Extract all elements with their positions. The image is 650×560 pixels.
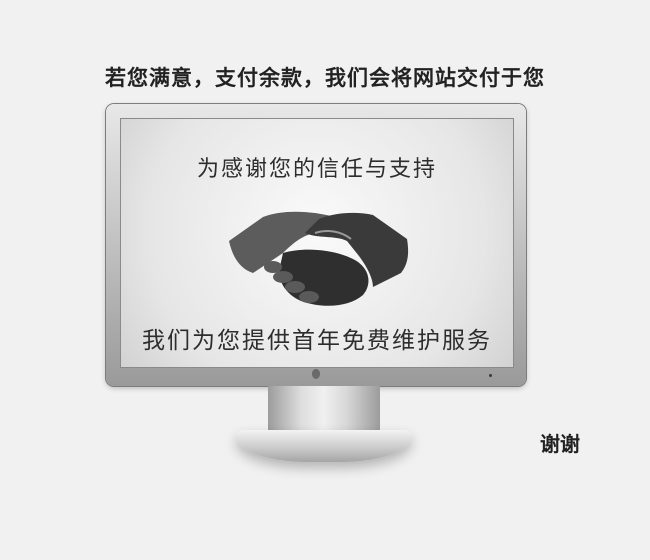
screen-title: 为感谢您的信任与支持	[196, 157, 437, 182]
monitor-screen: 为感谢您的信任与支持 我们为您提供首年免费维护服务	[120, 118, 514, 368]
monitor: 为感谢您的信任与支持 我们为您提供首年免费维护服务	[106, 104, 526, 386]
headline: 若您满意，支付余款，我们会将网站交付于您	[105, 66, 545, 90]
screen-subtitle: 我们为您提供首年免费维护服务	[142, 328, 492, 354]
monitor-stand-neck	[268, 386, 380, 436]
thanks-text: 谢谢	[540, 432, 580, 456]
power-led	[489, 374, 492, 377]
apple-logo-icon	[312, 369, 320, 379]
handshake-icon	[229, 211, 409, 306]
monitor-stand-base	[236, 430, 412, 462]
